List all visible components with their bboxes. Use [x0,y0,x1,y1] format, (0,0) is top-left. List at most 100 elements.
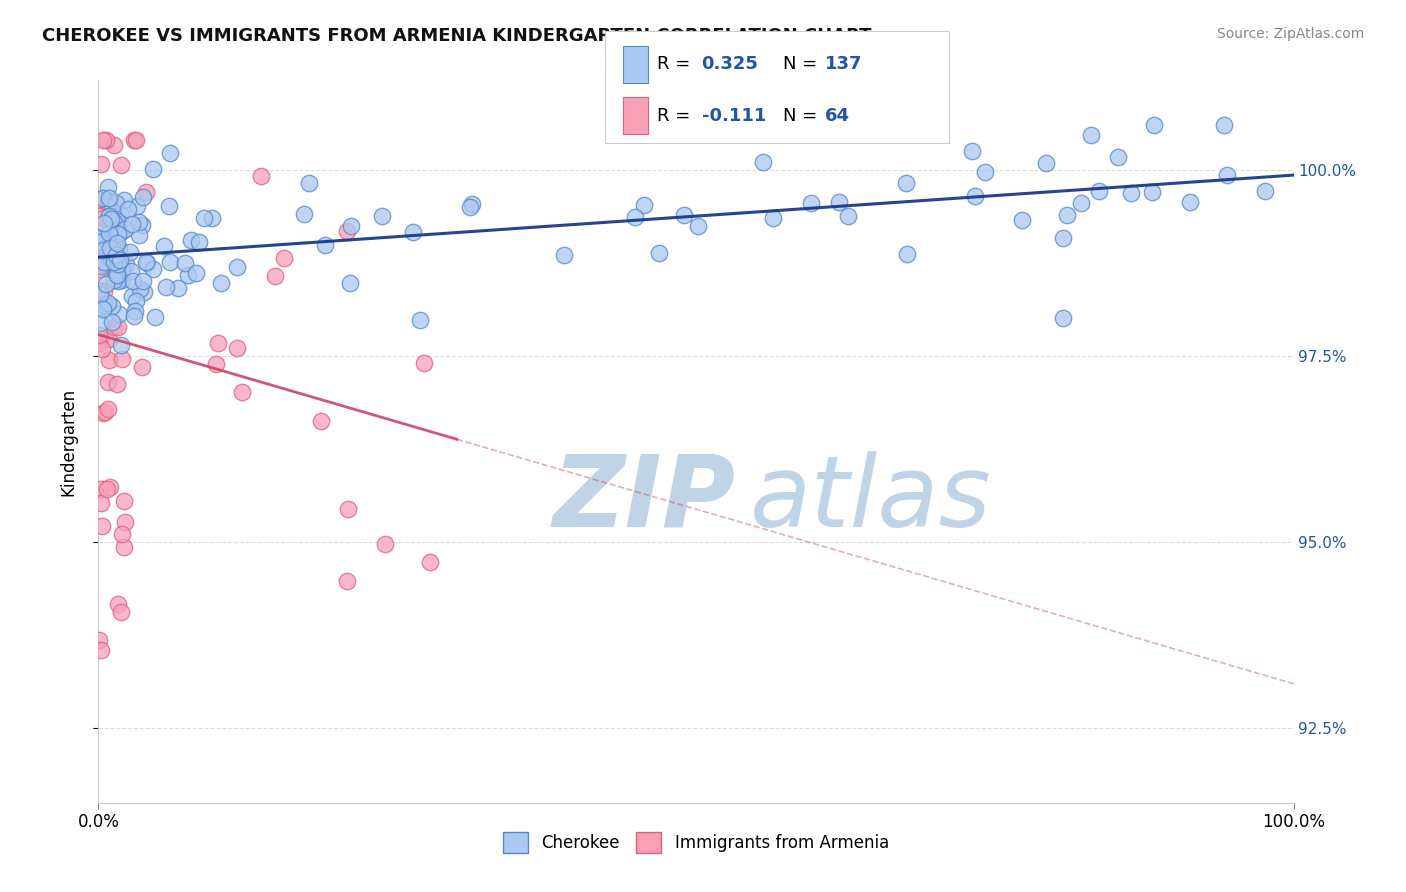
Legend: Cherokee, Immigrants from Armenia: Cherokee, Immigrants from Armenia [496,826,896,860]
Point [128,281,150,295]
Point [94,299,117,313]
Point [159,145,181,160]
Point [107,258,129,272]
Point [96,248,118,262]
Text: ZIP: ZIP [553,450,735,548]
Point [180,234,202,248]
Point [336,574,359,588]
Point [121,274,143,288]
Point [225,260,247,274]
Text: -0.111: -0.111 [702,107,766,125]
Point [963,188,986,202]
Point [89,285,111,299]
Point [90,234,112,248]
Point [93,284,115,298]
Point [374,536,396,550]
Point [105,236,128,251]
Point [828,195,851,210]
Point [273,252,295,266]
Point [1121,186,1143,200]
Point [96,277,118,291]
Point [336,223,359,237]
Point [107,320,129,334]
Point [419,555,441,569]
Point [87,328,110,343]
Point [131,219,153,233]
Point [1052,311,1074,326]
Point [1142,118,1164,132]
Y-axis label: Kindergarten: Kindergarten [59,387,77,496]
Point [101,209,124,223]
Point [107,597,129,611]
Point [108,242,131,256]
Point [90,157,112,171]
Point [1213,118,1236,132]
Point [100,212,122,227]
Point [105,267,128,281]
Point [1035,156,1057,170]
Point [104,243,127,257]
Point [89,316,111,330]
Point [98,226,121,240]
Point [136,256,159,270]
Point [90,643,112,657]
Point [96,482,118,496]
Point [752,155,775,169]
Point [174,256,197,270]
Text: 0.325: 0.325 [702,55,758,73]
Point [110,225,132,239]
Point [762,211,785,226]
Text: atlas: atlas [749,450,991,548]
Point [152,239,174,253]
Point [103,226,125,240]
Point [103,137,125,152]
Point [101,229,124,244]
Point [1011,213,1033,227]
Point [209,277,232,291]
Point [98,209,121,223]
Point [91,342,114,356]
Point [896,247,918,261]
Point [101,217,124,231]
Point [131,360,153,375]
Point [97,196,120,211]
Point [142,161,165,176]
Point [225,341,247,355]
Point [97,296,120,310]
Point [1080,128,1102,143]
Point [633,198,655,212]
Point [155,280,177,294]
Point [125,294,148,309]
Point [250,169,273,183]
Point [89,192,111,206]
Point [125,133,148,147]
Point [177,268,200,282]
Point [624,210,647,224]
Point [157,199,180,213]
Point [132,190,155,204]
Point [90,496,112,510]
Point [231,384,253,399]
Point [100,230,122,244]
Point [98,332,121,346]
Point [91,211,114,225]
Point [91,243,114,257]
Point [128,228,150,243]
Point [112,540,135,554]
Point [553,248,575,262]
Point [96,298,118,312]
Point [837,209,859,223]
Point [104,247,127,261]
Point [336,501,359,516]
Point [648,245,671,260]
Point [91,191,114,205]
Point [89,287,111,301]
Point [688,219,710,234]
Point [132,285,155,300]
Point [107,274,129,288]
Point [122,309,145,323]
Point [672,208,695,222]
Point [105,268,128,282]
Point [101,299,124,313]
Point [117,202,139,216]
